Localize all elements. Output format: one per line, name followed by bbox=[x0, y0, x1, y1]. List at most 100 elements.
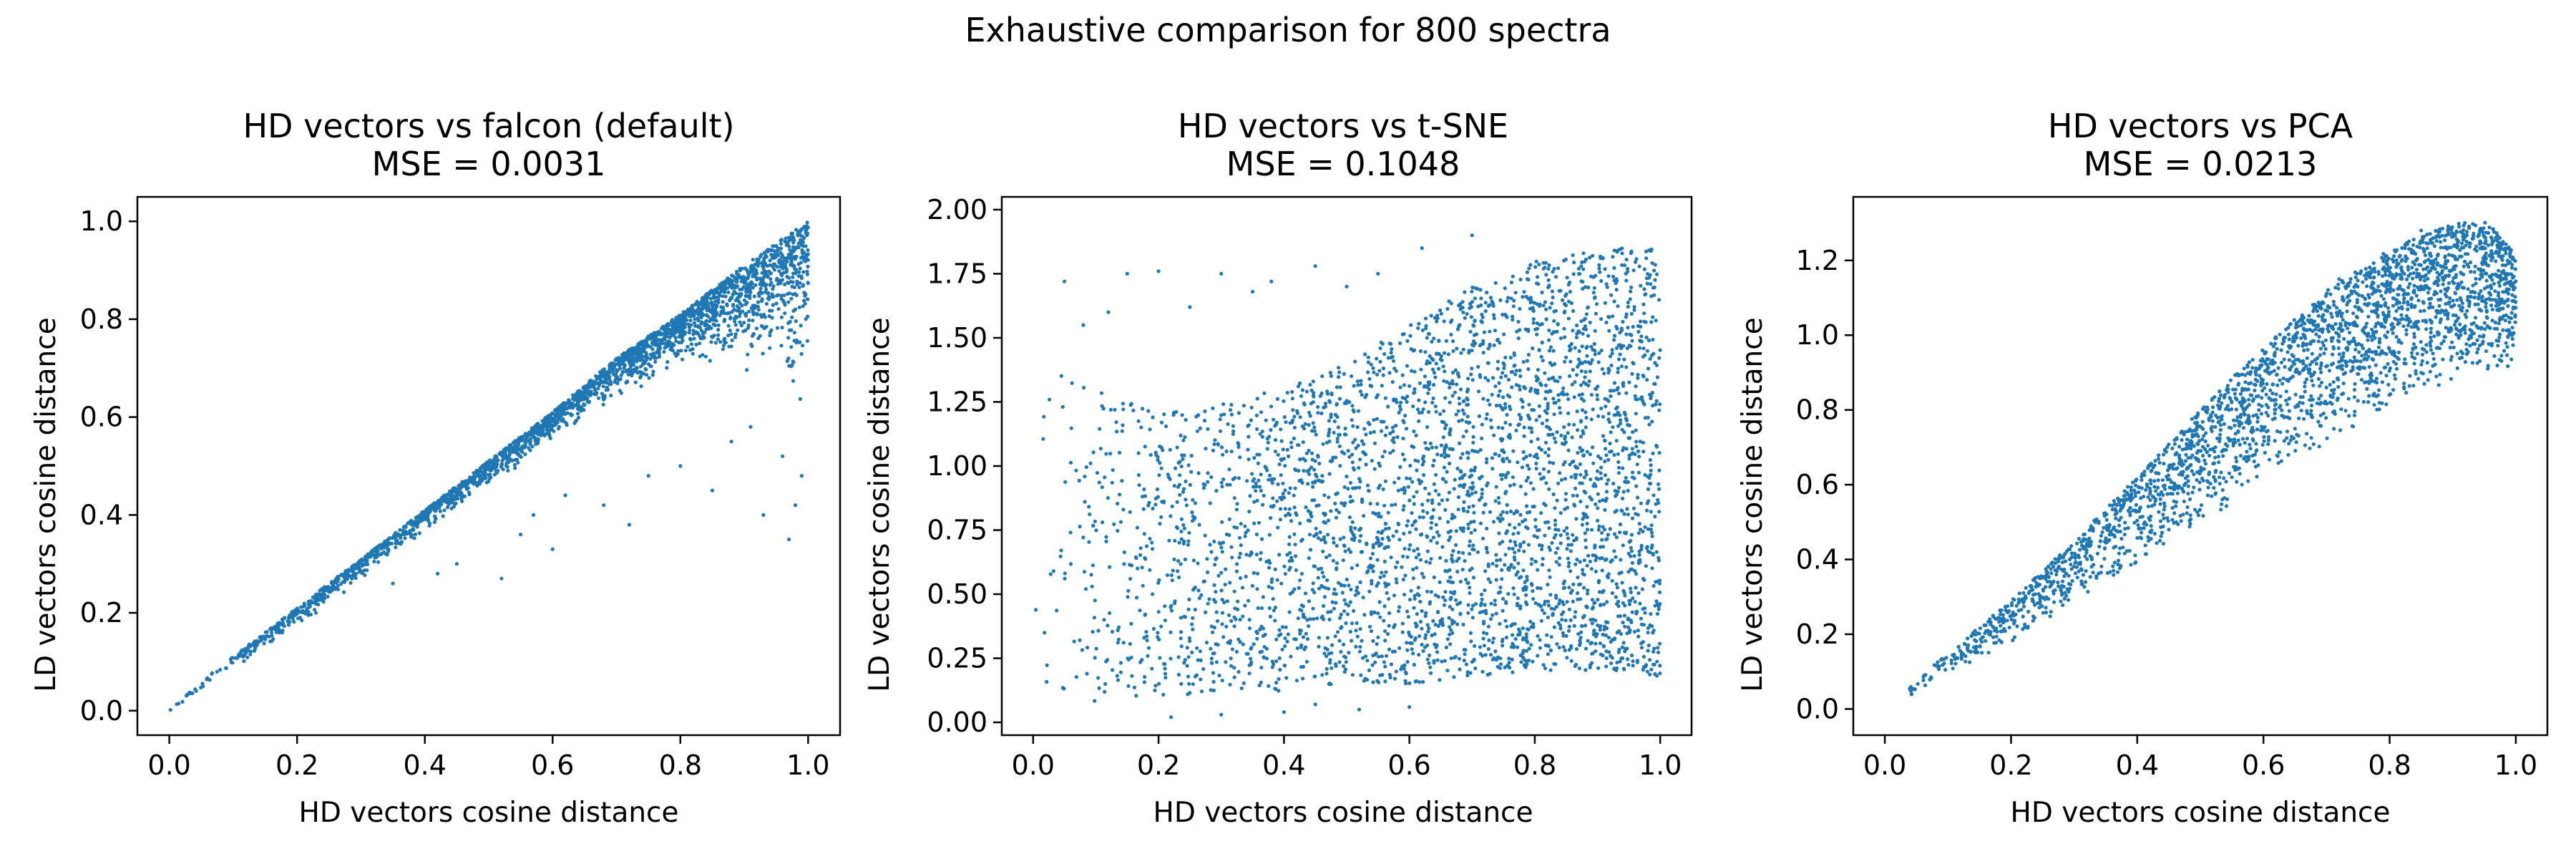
scatter-point bbox=[1584, 472, 1589, 477]
scatter-point bbox=[1254, 485, 1259, 489]
scatter-point bbox=[1619, 558, 1623, 562]
scatter-point bbox=[1598, 628, 1602, 632]
scatter-point bbox=[1297, 443, 1301, 447]
scatter-point bbox=[1315, 616, 1319, 621]
scatter-point bbox=[690, 304, 695, 308]
scatter-point bbox=[757, 294, 761, 299]
scatter-point bbox=[1360, 639, 1364, 643]
scatter-point bbox=[1326, 433, 1331, 438]
scatter-point bbox=[1640, 587, 1644, 591]
scatter-point bbox=[727, 344, 731, 349]
scatter-point bbox=[1337, 370, 1342, 374]
scatter-point bbox=[1644, 256, 1649, 261]
scatter-point bbox=[805, 339, 809, 343]
scatter-point bbox=[1554, 560, 1558, 564]
scatter-point bbox=[1130, 674, 1134, 678]
scatter-point bbox=[1565, 525, 1569, 530]
scatter-point bbox=[528, 442, 532, 447]
scatter-point bbox=[806, 248, 810, 252]
scatter-point bbox=[1473, 644, 1477, 649]
scatter-point bbox=[1596, 360, 1601, 364]
scatter-point bbox=[779, 293, 784, 298]
scatter-point bbox=[246, 646, 250, 650]
scatter-point bbox=[454, 562, 459, 566]
scatter-point bbox=[1441, 364, 1445, 369]
scatter-point bbox=[1072, 639, 1076, 644]
scatter-point bbox=[1267, 606, 1272, 611]
scatter-point bbox=[1500, 577, 1504, 581]
scatter-point bbox=[771, 284, 776, 288]
scatter-point bbox=[791, 275, 795, 279]
scatter-point bbox=[1538, 638, 1542, 642]
scatter-point bbox=[499, 462, 504, 467]
scatter-point bbox=[1509, 280, 1513, 285]
scatter-point bbox=[729, 440, 733, 444]
scatter-point bbox=[799, 261, 804, 265]
scatter-point bbox=[1439, 443, 1443, 447]
figure-suptitle: Exhaustive comparison for 800 spectra bbox=[965, 11, 1611, 49]
scatter-point bbox=[1412, 391, 1416, 395]
scatter-point bbox=[1616, 370, 1620, 374]
scatter-point bbox=[1531, 487, 1536, 491]
scatter-point bbox=[1588, 452, 1592, 457]
scatter-point bbox=[1598, 603, 1603, 608]
scatter-point bbox=[1318, 530, 1322, 535]
scatter-point bbox=[1620, 581, 1624, 585]
scatter-point bbox=[1508, 356, 1513, 360]
scatter-point bbox=[1537, 404, 1541, 408]
scatter-point bbox=[1175, 500, 1179, 505]
scatter-point bbox=[1318, 394, 1322, 398]
scatter-point bbox=[1503, 491, 1508, 495]
scatter-point bbox=[1580, 408, 1585, 412]
scatter-point bbox=[1537, 262, 1541, 266]
scatter-point bbox=[1238, 551, 1242, 556]
scatter-point bbox=[1472, 510, 1476, 515]
scatter-point bbox=[1629, 311, 1634, 316]
scatter-point bbox=[1134, 694, 1138, 698]
scatter-point bbox=[1633, 452, 1637, 457]
scatter-point bbox=[504, 457, 509, 461]
scatter-point bbox=[1351, 424, 1355, 428]
scatter-point bbox=[783, 239, 787, 243]
scatter-point bbox=[806, 281, 810, 285]
scatter-point bbox=[633, 380, 638, 384]
scatter-point bbox=[628, 368, 633, 372]
scatter-point bbox=[632, 349, 636, 353]
scatter-point bbox=[1332, 606, 1336, 611]
scatter-point bbox=[1372, 467, 1377, 471]
scatter-point bbox=[1237, 555, 1241, 560]
scatter-point bbox=[781, 261, 786, 266]
scatter-point bbox=[1513, 637, 1518, 641]
scatter-point bbox=[696, 331, 701, 336]
scatter-points bbox=[1034, 233, 1662, 719]
scatter-point bbox=[1409, 588, 1413, 593]
scatter-point bbox=[1452, 675, 1456, 679]
scatter-point bbox=[1459, 470, 1463, 474]
scatter-point bbox=[1367, 377, 1372, 381]
scatter-point bbox=[636, 348, 640, 353]
scatter-point bbox=[1303, 645, 1308, 649]
scatter-point bbox=[1589, 528, 1594, 532]
scatter-point bbox=[1355, 621, 1359, 626]
scatter-point bbox=[701, 331, 705, 336]
scatter-point bbox=[1304, 631, 1308, 636]
scatter-point bbox=[1116, 641, 1120, 645]
scatter-point bbox=[1074, 468, 1078, 472]
scatter-point bbox=[1378, 346, 1382, 351]
scatter-point bbox=[1428, 653, 1432, 658]
scatter-point bbox=[1184, 503, 1189, 508]
scatter-point bbox=[692, 336, 696, 341]
scatter-point bbox=[800, 226, 804, 231]
scatter-point bbox=[798, 281, 802, 285]
scatter-point bbox=[1209, 550, 1214, 554]
scatter-point bbox=[290, 611, 294, 615]
scatter-point bbox=[1410, 480, 1415, 484]
scatter-point bbox=[1493, 329, 1497, 333]
scatter-point bbox=[713, 309, 717, 314]
scatter-point bbox=[1269, 504, 1273, 509]
scatter-point bbox=[1598, 499, 1602, 503]
scatter-point bbox=[1257, 478, 1261, 482]
scatter-point bbox=[1344, 655, 1348, 660]
scatter-point bbox=[1352, 608, 1356, 613]
scatter-point bbox=[1644, 564, 1648, 568]
